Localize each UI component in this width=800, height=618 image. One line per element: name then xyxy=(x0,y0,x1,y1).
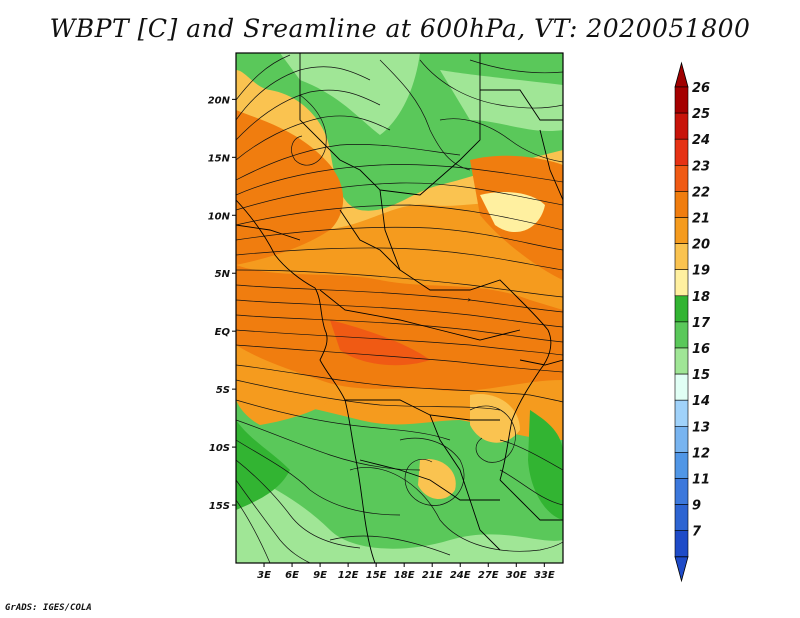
lon-tick-label: 24E xyxy=(450,570,471,581)
colorbar-label: 14 xyxy=(692,394,710,409)
lat-tick-label: 15N xyxy=(208,153,231,164)
lat-tick-label: 10S xyxy=(209,443,230,454)
colorbar-label: 12 xyxy=(692,446,710,461)
lat-tick-label: 20N xyxy=(208,95,231,106)
latitude-axis: 20N 15N 10N 5N EQ 5S 10S 15S xyxy=(208,95,236,512)
map-frame xyxy=(235,52,564,564)
colorbar-swatch xyxy=(674,138,689,166)
colorbar-label: 25 xyxy=(692,107,710,122)
footer-credit: GrADS: IGES/COLA xyxy=(5,603,92,613)
colorbar-label: 26 xyxy=(692,81,710,96)
lon-tick-label: 12E xyxy=(338,570,359,581)
lon-tick-label: 3E xyxy=(257,570,271,581)
page-title: WBPT [C] and Sreamline at 600hPa, VT: 20… xyxy=(49,14,751,43)
lon-tick-label: 21E xyxy=(422,570,443,581)
lat-tick-label: 5N xyxy=(215,269,231,280)
colorbar-swatch xyxy=(674,86,689,114)
colorbar-swatch xyxy=(674,504,689,532)
colorbar-label: 23 xyxy=(692,159,710,174)
colorbar: 26 25 24 23 22 21 20 19 18 17 16 15 14 13 12 11 9 7 xyxy=(674,61,711,583)
colorbar-swatch xyxy=(674,269,689,297)
colorbar-label: 18 xyxy=(692,290,710,305)
lon-tick-label: 6E xyxy=(285,570,299,581)
lon-tick-label: 9E xyxy=(313,570,327,581)
colorbar-label: 16 xyxy=(692,342,710,357)
lat-tick-label: 5S xyxy=(216,385,230,396)
colorbar-label: 13 xyxy=(692,420,710,435)
lon-tick-label: 15E xyxy=(366,570,387,581)
colorbar-swatch xyxy=(674,112,689,140)
colorbar-label: 11 xyxy=(692,473,710,488)
colorbar-top-arrow xyxy=(674,61,689,88)
colorbar-label: 15 xyxy=(692,368,710,383)
colorbar-label: 9 xyxy=(692,499,701,514)
colorbar-swatch xyxy=(674,478,689,505)
colorbar-swatch xyxy=(674,425,689,453)
colorbar-swatch xyxy=(674,295,689,323)
country-borders xyxy=(236,53,563,563)
colorbar-swatch xyxy=(674,399,689,427)
colorbar-bottom-arrow xyxy=(674,556,689,583)
wbpt-shaded-field xyxy=(236,53,563,563)
colorbar-swatch xyxy=(674,530,689,558)
colorbar-swatch xyxy=(674,321,689,349)
longitude-axis: 3E 6E 9E 12E 15E 18E 21E 24E 27E 30E 33E xyxy=(257,563,555,581)
lon-tick-label: 27E xyxy=(478,570,499,581)
colorbar-label: 22 xyxy=(692,185,710,200)
colorbar-swatch xyxy=(674,191,689,218)
colorbar-swatch xyxy=(674,243,689,271)
colorbar-label: 20 xyxy=(692,238,710,253)
lon-tick-label: 30E xyxy=(506,570,527,581)
streamlines xyxy=(236,54,563,563)
colorbar-label: 21 xyxy=(692,212,710,227)
colorbar-label: 24 xyxy=(692,133,710,148)
colorbar-label: 7 xyxy=(692,525,702,540)
colorbar-swatch xyxy=(674,452,689,479)
lat-tick-label: EQ xyxy=(215,327,231,338)
lon-tick-label: 33E xyxy=(534,570,555,581)
colorbar-label: 19 xyxy=(692,264,710,279)
colorbar-swatch xyxy=(674,373,689,401)
colorbar-label: 17 xyxy=(692,316,711,331)
lon-tick-label: 18E xyxy=(394,570,415,581)
lat-tick-label: 15S xyxy=(209,501,230,512)
colorbar-swatch xyxy=(674,165,689,192)
colorbar-swatch xyxy=(674,217,689,244)
lat-tick-label: 10N xyxy=(208,211,231,222)
colorbar-swatch xyxy=(674,347,689,375)
